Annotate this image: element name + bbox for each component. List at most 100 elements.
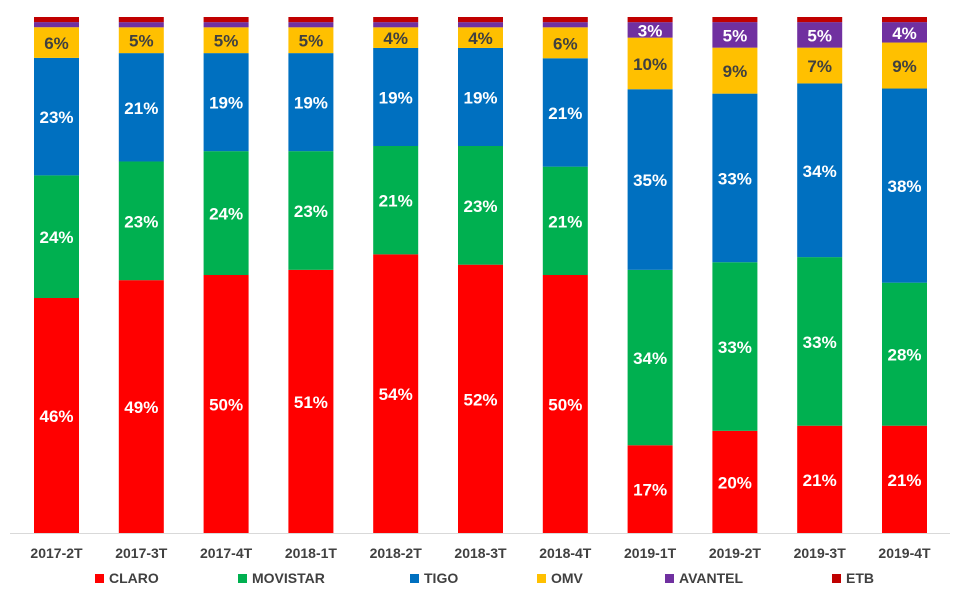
bar-segment-tigo-2018-3T <box>458 47 503 146</box>
bar-segment-movistar-2019-3T <box>797 257 843 426</box>
bar-segment-avantel-2019-1T <box>627 22 673 38</box>
data-label-claro-2017-2T: 46% <box>39 407 73 426</box>
bar-segment-omv-2018-3T <box>458 27 503 48</box>
data-label-claro-2018-1T: 51% <box>294 393 328 412</box>
bar-segment-omv-2018-4T <box>542 27 588 59</box>
legend-label: TIGO <box>424 570 459 586</box>
legend-label: CLARO <box>109 570 159 586</box>
bar-segment-avantel-2019-2T <box>712 22 758 48</box>
data-label-avantel-2019-4T: 4% <box>892 24 917 43</box>
x-tick-label: 2018-3T <box>454 545 507 561</box>
bar-segment-claro-2019-2T <box>712 430 758 533</box>
bar-segment-movistar-2017-3T <box>118 161 164 281</box>
bar-segment-tigo-2019-2T <box>712 93 758 263</box>
bar-segment-avantel-2018-4T <box>542 22 588 28</box>
data-label-claro-2019-2T: 20% <box>718 473 752 492</box>
bar-segment-avantel-2018-1T <box>288 22 334 28</box>
bar-segment-movistar-2019-1T <box>627 269 673 446</box>
data-label-tigo-2017-2T: 23% <box>39 108 73 127</box>
data-label-avantel-2019-2T: 5% <box>723 26 748 45</box>
bar-segment-tigo-2018-1T <box>288 53 334 152</box>
x-tick-label: 2019-3T <box>794 545 847 561</box>
data-label-tigo-2019-4T: 38% <box>887 177 921 196</box>
bar-segment-movistar-2018-3T <box>458 146 503 265</box>
data-label-tigo-2019-3T: 34% <box>803 162 837 181</box>
bar-segment-tigo-2018-4T <box>542 58 588 167</box>
data-label-tigo-2018-3T: 19% <box>463 88 497 107</box>
data-label-omv-2019-3T: 7% <box>807 57 832 76</box>
bar-segment-claro-2018-4T <box>542 275 588 533</box>
bar-segment-omv-2019-3T <box>797 47 843 84</box>
bar-segment-avantel-2019-3T <box>797 22 843 48</box>
bar-segment-etb-2017-2T <box>34 17 79 23</box>
bar-segment-omv-2019-2T <box>712 47 758 94</box>
data-label-omv-2018-2T: 4% <box>383 29 408 48</box>
bar-segment-tigo-2019-3T <box>797 83 843 258</box>
data-label-movistar-2019-4T: 28% <box>887 346 921 365</box>
bar-segment-omv-2019-4T <box>882 42 927 89</box>
legend-swatch <box>238 573 247 583</box>
data-label-avantel-2019-3T: 5% <box>807 26 832 45</box>
legend: CLARO MOVISTAR TIGO OMV AVANTEL ETB <box>0 570 960 590</box>
legend-label: ETB <box>846 570 874 586</box>
bar-segment-avantel-2017-3T <box>118 22 164 28</box>
bar-segment-movistar-2017-2T <box>34 175 79 298</box>
x-tick-label: 2019-4T <box>878 545 931 561</box>
bar-segment-claro-2017-2T <box>34 297 79 533</box>
bar-segment-avantel-2018-3T <box>458 22 503 28</box>
data-label-claro-2019-4T: 21% <box>887 471 921 490</box>
bar-segment-movistar-2018-4T <box>542 166 588 275</box>
bar-segment-avantel-2018-2T <box>373 22 419 28</box>
bar-segment-omv-2017-3T <box>118 27 164 54</box>
bar-segment-tigo-2017-4T <box>203 53 249 152</box>
bar-segment-movistar-2017-4T <box>203 151 249 275</box>
bar-segment-claro-2018-3T <box>458 264 503 533</box>
legend-item-etb: ETB <box>832 570 874 586</box>
data-label-tigo-2018-1T: 19% <box>294 94 328 113</box>
legend-item-movistar: MOVISTAR <box>238 570 325 586</box>
data-label-omv-2018-1T: 5% <box>299 32 324 51</box>
bars-group: 46% 24% 23% 6% 49% 23% 21% 5% 50% 24% 19% 5% 51% 23% 1… <box>34 17 927 534</box>
bar-segment-etb-2018-2T <box>373 17 419 23</box>
bar-segment-etb-2017-3T <box>118 17 164 23</box>
x-tick-label: 2017-3T <box>115 545 168 561</box>
data-label-tigo-2018-4T: 21% <box>548 104 582 123</box>
bar-segment-tigo-2019-1T <box>627 89 673 270</box>
legend-item-omv: OMV <box>537 570 583 586</box>
data-label-omv-2019-4T: 9% <box>892 57 917 76</box>
data-label-movistar-2018-3T: 23% <box>463 197 497 216</box>
data-label-claro-2018-3T: 52% <box>463 390 497 409</box>
legend-item-claro: CLARO <box>95 570 159 586</box>
data-label-tigo-2017-4T: 19% <box>209 94 243 113</box>
bar-segment-etb-2019-1T <box>627 17 673 23</box>
x-tick-label: 2018-1T <box>285 545 338 561</box>
data-label-claro-2019-1T: 17% <box>633 481 667 500</box>
data-label-claro-2019-3T: 21% <box>803 471 837 490</box>
data-label-movistar-2019-1T: 34% <box>633 349 667 368</box>
legend-swatch <box>537 573 546 583</box>
data-label-claro-2018-4T: 50% <box>548 396 582 415</box>
bar-segment-movistar-2019-4T <box>882 282 927 426</box>
bar-segment-tigo-2019-4T <box>882 88 927 283</box>
data-label-tigo-2019-2T: 33% <box>718 169 752 188</box>
bar-segment-tigo-2018-2T <box>373 47 419 146</box>
x-tick-label: 2019-2T <box>709 545 762 561</box>
bar-segment-movistar-2018-1T <box>288 151 334 270</box>
data-label-claro-2018-2T: 54% <box>379 385 413 404</box>
data-label-omv-2019-1T: 10% <box>633 55 667 74</box>
bar-segment-avantel-2017-4T <box>203 22 249 28</box>
bar-segment-etb-2018-1T <box>288 17 334 23</box>
bar-segment-claro-2019-4T <box>882 425 927 533</box>
data-label-claro-2017-3T: 49% <box>124 398 158 417</box>
bar-segment-claro-2017-3T <box>118 280 164 533</box>
bar-segment-claro-2017-4T <box>203 275 249 533</box>
legend-swatch <box>665 573 674 583</box>
data-label-omv-2017-2T: 6% <box>44 34 69 53</box>
x-tick-label: 2018-4T <box>539 545 592 561</box>
bar-segment-omv-2018-1T <box>288 27 334 54</box>
bar-segment-omv-2017-4T <box>203 27 249 54</box>
bar-segment-claro-2019-3T <box>797 425 843 533</box>
x-tick-label: 2017-4T <box>200 545 253 561</box>
bar-segment-etb-2019-2T <box>712 17 758 23</box>
